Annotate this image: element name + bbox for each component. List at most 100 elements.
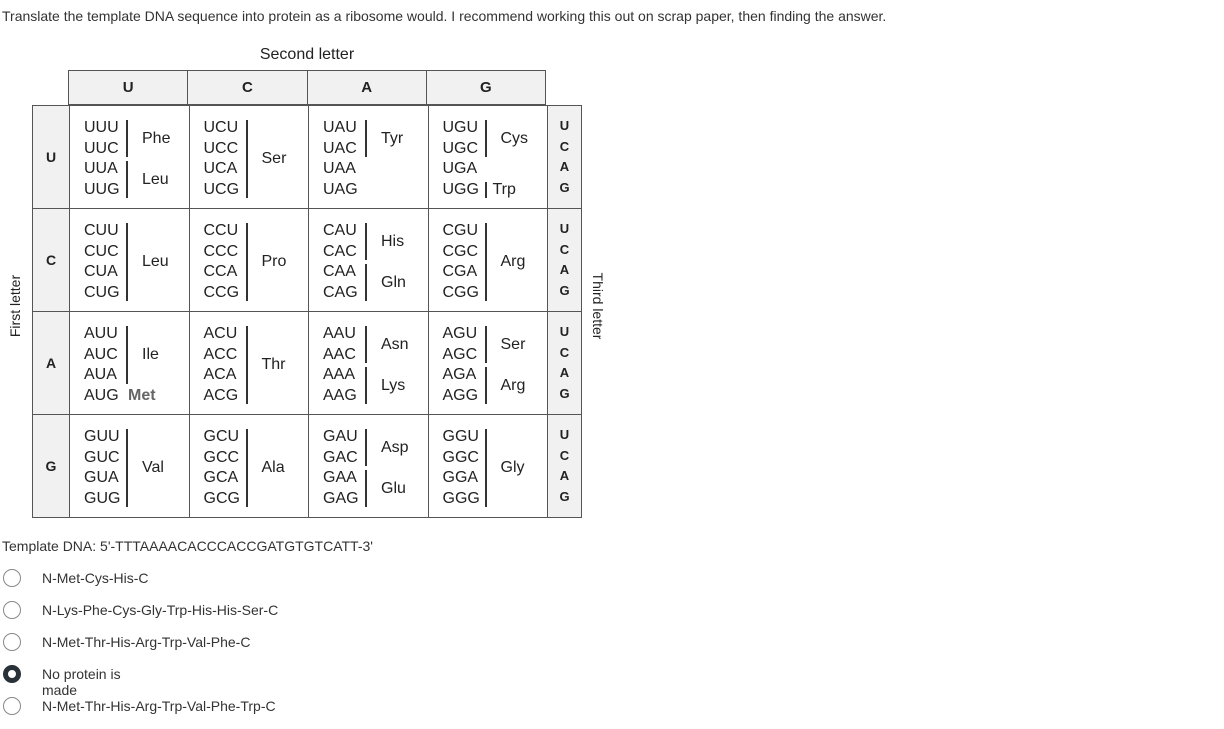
codon: CUC xyxy=(84,242,119,260)
answer-option[interactable]: No protein is made xyxy=(3,665,403,698)
amino-acid: Pro xyxy=(261,253,287,270)
group-bracket xyxy=(126,120,128,157)
radio-button[interactable] xyxy=(3,665,21,683)
group-bracket xyxy=(484,429,487,507)
codon: CUA xyxy=(84,263,118,280)
option-label[interactable]: N-Lys-Phe-Cys-Gly-Trp-His-His-Ser-C xyxy=(42,602,279,618)
amino-acid: Leu xyxy=(142,253,169,270)
amino-acid: Gln xyxy=(381,273,406,291)
codon-cell: UCU UCC UCA UCG Ser xyxy=(189,106,309,208)
radio-button[interactable] xyxy=(3,633,21,651)
codon-cell: AUU AUC AUA AUG Ile Met xyxy=(70,312,190,414)
amino-acid: Arg xyxy=(500,253,526,270)
third-letter: U xyxy=(559,221,570,236)
codon: GAC xyxy=(323,448,358,466)
codon: GUG xyxy=(84,489,121,507)
codon: UUG xyxy=(84,180,120,198)
codon: GAG xyxy=(323,489,359,507)
codon: UUU xyxy=(84,119,119,136)
codon-cell: GCU GCC GCA GCG Ala xyxy=(189,415,309,517)
answer-option[interactable]: N-Lys-Phe-Cys-Gly-Trp-His-His-Ser-C xyxy=(3,601,403,633)
codon: UUC xyxy=(84,139,119,157)
codon: CAA xyxy=(323,263,356,280)
codon: GGU xyxy=(442,428,479,445)
codon: GUA xyxy=(84,469,119,486)
radio-button[interactable] xyxy=(3,601,21,619)
codon-cell: AAU AAC AAA AAG Asn Lys xyxy=(309,312,429,414)
codon-row: U UUU UUC UUA UUG Phe Leu UCU UCC UCA UCG Ser UAU UAC… xyxy=(33,106,581,209)
first-letter: A xyxy=(33,312,70,414)
codon-row: C CUU CUC CUA CUG Leu CCU CCC CCA CCG Pro CAU CAC CAA… xyxy=(33,209,581,312)
codon: CAG xyxy=(323,283,358,301)
answer-option[interactable]: N-Met-Cys-His-C xyxy=(3,569,403,601)
option-label[interactable]: N-Met-Cys-His-C xyxy=(42,570,149,586)
group-bracket xyxy=(126,223,128,301)
codon: UCU xyxy=(203,119,239,136)
codon: CUU xyxy=(84,222,119,239)
codon-cell: ACU ACC ACA ACG Thr xyxy=(189,312,309,414)
codon: AGU xyxy=(442,325,478,342)
codon-cell: UAU UAC UAA UAG Tyr xyxy=(309,106,429,208)
group-bracket xyxy=(484,181,487,198)
amino-acid: Tyr xyxy=(381,129,404,147)
amino-acid: Leu xyxy=(142,170,169,188)
codon: AUU xyxy=(84,325,118,342)
codon: CGA xyxy=(442,263,478,280)
amino-acid: Ile xyxy=(142,345,159,363)
codon: CGC xyxy=(442,242,479,260)
codon: GGC xyxy=(442,448,479,466)
third-letter: C xyxy=(559,138,570,154)
group-bracket xyxy=(365,367,367,404)
third-letter: U xyxy=(559,324,570,339)
answer-option[interactable]: N-Met-Thr-His-Arg-Trp-Val-Phe-C xyxy=(3,633,403,665)
third-letter: G xyxy=(559,488,570,504)
codon: AUG xyxy=(84,386,119,404)
codon-cell: CUU CUC CUA CUG Leu xyxy=(70,209,190,311)
codon-table: U UUU UUC UUA UUG Phe Leu UCU UCC UCA UCG Ser UAU UAC… xyxy=(32,105,582,518)
codon-cell: AGU AGC AGA AGG Ser Arg xyxy=(428,312,548,414)
third-letter: C xyxy=(559,241,570,257)
third-letter: G xyxy=(559,282,570,298)
template-dna: Template DNA: 5'-TTTAAAACACCCACCGATGTGTC… xyxy=(2,538,373,554)
third-letter: U xyxy=(559,118,570,133)
radio-button[interactable] xyxy=(3,569,21,587)
radio-button[interactable] xyxy=(3,697,21,715)
codon: AUC xyxy=(84,345,118,363)
group-bracket xyxy=(245,120,248,198)
option-label[interactable]: No protein is made xyxy=(42,666,121,698)
codon: UGU xyxy=(442,119,479,136)
group-bracket xyxy=(365,326,367,363)
group-bracket xyxy=(126,429,128,507)
codon: AGA xyxy=(442,366,477,383)
codon: UCA xyxy=(203,160,238,177)
first-letter: U xyxy=(33,106,70,208)
third-letter: C xyxy=(559,447,570,463)
amino-acid: His xyxy=(381,232,405,250)
first-letter: C xyxy=(33,209,70,311)
codon-cell: GGU GGC GGA GGG Gly xyxy=(428,415,548,517)
third-letter: U xyxy=(559,427,570,442)
codon-cell: GUU GUC GUA GUG Val xyxy=(70,415,190,517)
group-bracket xyxy=(365,470,367,507)
codon: CCA xyxy=(203,263,238,280)
codon: ACG xyxy=(203,386,239,404)
codon: ACA xyxy=(203,366,237,383)
second-letter-G: G xyxy=(480,79,492,96)
codon: ACC xyxy=(203,345,238,363)
codon: CGG xyxy=(442,283,479,301)
codon: AAU xyxy=(323,325,356,342)
answer-option[interactable]: N-Met-Thr-His-Arg-Trp-Val-Phe-Trp-C xyxy=(3,697,403,729)
third-letter: A xyxy=(559,262,570,277)
codon: AGC xyxy=(442,345,478,363)
third-letter: A xyxy=(559,468,570,483)
option-label[interactable]: N-Met-Thr-His-Arg-Trp-Val-Phe-Trp-C xyxy=(42,698,276,714)
codon: GCA xyxy=(203,469,239,486)
group-bracket xyxy=(245,223,248,301)
option-label[interactable]: N-Met-Thr-His-Arg-Trp-Val-Phe-C xyxy=(42,634,251,650)
amino-acid: Ser xyxy=(500,335,526,353)
codon: GAA xyxy=(323,469,357,486)
third-letter: A xyxy=(559,365,570,380)
